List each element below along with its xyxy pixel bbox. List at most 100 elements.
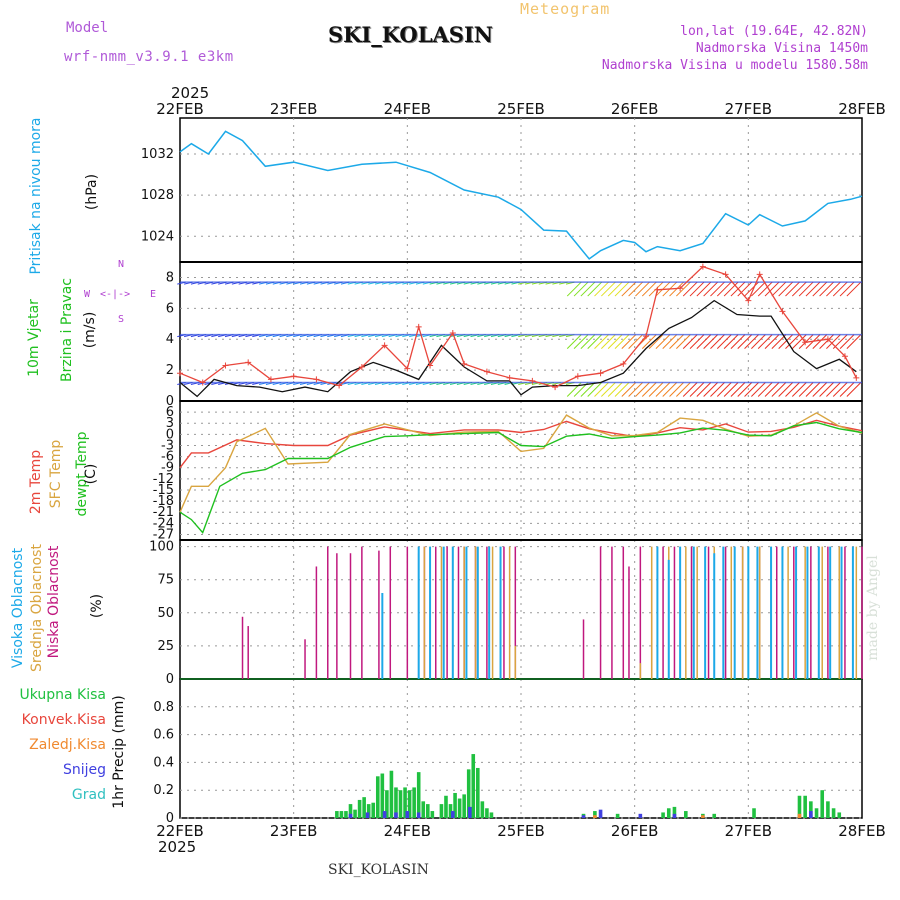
precip-snow-bar bbox=[468, 806, 472, 818]
precip-snow-bar bbox=[809, 811, 813, 818]
wind-barb bbox=[676, 334, 691, 349]
y-tick-label: 3 bbox=[166, 416, 174, 431]
wind-barb bbox=[785, 334, 800, 349]
precip-total-bar bbox=[476, 767, 480, 818]
wind-gust-marker bbox=[199, 379, 206, 386]
wind-gust-marker bbox=[290, 373, 297, 380]
y-tick-label: 2 bbox=[166, 363, 174, 378]
wind-barb bbox=[614, 382, 630, 397]
wind-barb bbox=[716, 281, 732, 297]
y-tick-label: 4 bbox=[166, 332, 174, 347]
wind-barb bbox=[846, 334, 862, 349]
wind-barb bbox=[826, 334, 841, 349]
wind-gust-marker bbox=[643, 333, 650, 340]
wind-barb bbox=[594, 281, 609, 297]
wind-barb bbox=[621, 382, 637, 397]
panel-frame bbox=[179, 261, 863, 402]
y-tick-label: 6 bbox=[166, 301, 174, 316]
precip-total-bar bbox=[344, 811, 348, 818]
y-tick-label: -18 bbox=[153, 494, 174, 509]
precip-total-bar bbox=[712, 813, 717, 818]
wind-gust-marker bbox=[597, 370, 604, 377]
wind-gust-marker bbox=[313, 376, 320, 383]
model-altitude-info: Nadmorska Visina u modelu 1580.58m bbox=[601, 58, 868, 73]
precip-total-bar bbox=[489, 812, 494, 818]
y-tick-label: -12 bbox=[153, 472, 174, 487]
precip-total-bar bbox=[430, 811, 435, 818]
y-tick-label: 50 bbox=[157, 606, 174, 621]
wind-barb bbox=[696, 281, 712, 297]
wind-barb bbox=[710, 281, 725, 297]
precip-total-bar bbox=[803, 795, 807, 818]
wind-barb bbox=[819, 281, 834, 297]
wind-barb bbox=[764, 382, 780, 397]
wind-barb bbox=[635, 382, 650, 397]
year-top: 2025 bbox=[171, 84, 210, 102]
wind-barb bbox=[696, 334, 712, 349]
precip-frz-legend: Zaledj.Kisa bbox=[29, 737, 106, 753]
wind-gust-marker bbox=[177, 370, 183, 377]
y-tick-label: -9 bbox=[161, 461, 174, 476]
wind-gust-marker bbox=[336, 382, 343, 389]
y-tick-label: 0 bbox=[166, 672, 174, 687]
wind-gust-marker bbox=[381, 342, 388, 349]
wind-barb bbox=[744, 334, 759, 349]
wind-barb bbox=[710, 382, 725, 397]
y-tick-label: 0.6 bbox=[153, 728, 174, 743]
wind-barb bbox=[716, 382, 732, 397]
y-tick-label: 0 bbox=[166, 394, 174, 409]
wind-barb bbox=[607, 382, 623, 397]
precip-snow-bar bbox=[405, 811, 410, 818]
wind-gust-marker bbox=[802, 339, 809, 346]
y-tick-label: 1024 bbox=[141, 229, 174, 244]
precip-total-bar bbox=[375, 776, 380, 818]
pressure-line bbox=[179, 130, 863, 260]
x-date-label-top: 23FEB bbox=[270, 100, 317, 118]
wind-barb bbox=[621, 334, 637, 349]
precip-total-bar bbox=[672, 806, 677, 818]
precip-total-bar bbox=[448, 804, 453, 818]
wind-barb bbox=[669, 382, 684, 397]
wind-barb bbox=[641, 334, 657, 349]
wind-barb bbox=[730, 334, 746, 349]
wind-barb bbox=[689, 334, 705, 349]
precip-snow-legend: Snijeg bbox=[62, 762, 106, 778]
precip-total-bar bbox=[684, 811, 688, 818]
wind-barb bbox=[607, 334, 623, 349]
y-tick-label: 6 bbox=[166, 405, 174, 420]
wind-barb bbox=[676, 281, 691, 297]
wind-barb bbox=[635, 281, 650, 297]
x-date-label-top: 22FEB bbox=[156, 100, 203, 118]
wind-barb bbox=[737, 334, 753, 349]
wind-barb bbox=[839, 382, 855, 397]
precip-total-bar bbox=[831, 808, 836, 818]
wind-barb bbox=[614, 281, 630, 297]
wind-barb bbox=[778, 281, 794, 297]
wind-barb bbox=[573, 281, 589, 297]
precip-total-bar bbox=[339, 811, 344, 818]
x-date-label-top: 26FEB bbox=[611, 100, 658, 118]
precip-total-bar bbox=[814, 808, 819, 818]
precip-total-bar bbox=[362, 797, 366, 818]
wind-gust-marker bbox=[483, 368, 490, 375]
wind-gust-marker bbox=[427, 362, 434, 369]
wind-gust-marker bbox=[853, 374, 860, 381]
y-tick-label: 0.4 bbox=[153, 755, 174, 770]
wind-barb bbox=[600, 382, 616, 397]
panel-frame bbox=[179, 400, 863, 541]
wind-barb bbox=[703, 334, 718, 349]
precip-total-bar bbox=[385, 790, 389, 818]
wind-barb bbox=[600, 334, 616, 349]
wind-barb bbox=[696, 382, 712, 397]
wind-barb bbox=[744, 281, 759, 297]
precip-total-bar bbox=[480, 801, 485, 818]
wind-barb bbox=[737, 382, 753, 397]
y-tick-label: 0.2 bbox=[153, 783, 174, 798]
wind-barb bbox=[771, 334, 787, 349]
compass-arrows: <-|-> bbox=[100, 289, 131, 300]
wind-barb bbox=[737, 281, 753, 297]
wind-barb bbox=[805, 382, 821, 397]
wind-barb bbox=[628, 334, 643, 349]
wind-gust-marker bbox=[404, 365, 411, 372]
wind-barb bbox=[812, 382, 828, 397]
